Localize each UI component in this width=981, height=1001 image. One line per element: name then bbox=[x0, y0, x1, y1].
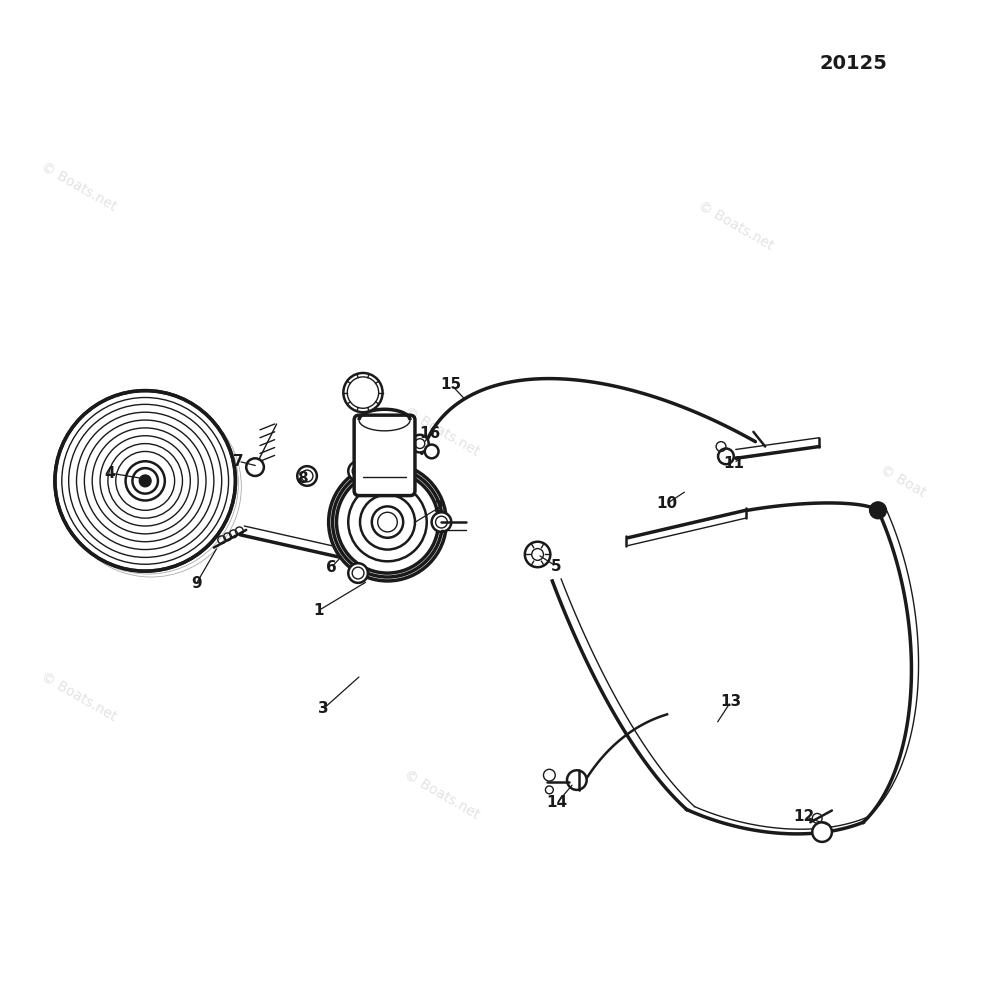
Circle shape bbox=[329, 463, 446, 581]
Text: 3: 3 bbox=[319, 701, 329, 716]
Text: 20125: 20125 bbox=[819, 54, 888, 73]
Text: 13: 13 bbox=[720, 694, 742, 709]
Text: 8: 8 bbox=[297, 471, 307, 486]
Circle shape bbox=[812, 822, 832, 842]
Text: © Boats.net: © Boats.net bbox=[38, 159, 119, 214]
Circle shape bbox=[55, 390, 235, 572]
Circle shape bbox=[372, 507, 403, 538]
Text: 14: 14 bbox=[546, 795, 568, 810]
Circle shape bbox=[343, 373, 383, 412]
Text: © Boat: © Boat bbox=[877, 462, 928, 499]
Circle shape bbox=[139, 475, 151, 486]
Circle shape bbox=[567, 771, 587, 790]
FancyBboxPatch shape bbox=[354, 415, 415, 495]
Circle shape bbox=[348, 461, 368, 480]
Text: 9: 9 bbox=[191, 577, 201, 592]
Text: © Boats.net: © Boats.net bbox=[38, 670, 119, 724]
Circle shape bbox=[432, 513, 451, 532]
Text: © Boats.net: © Boats.net bbox=[401, 768, 482, 822]
Text: © Boats.net: © Boats.net bbox=[401, 404, 482, 459]
Circle shape bbox=[525, 542, 550, 568]
Text: 6: 6 bbox=[327, 560, 336, 575]
Text: © Boats.net: © Boats.net bbox=[696, 198, 776, 253]
Text: 5: 5 bbox=[551, 559, 561, 574]
Text: 4: 4 bbox=[105, 465, 115, 480]
Circle shape bbox=[297, 466, 317, 485]
Text: 10: 10 bbox=[656, 495, 678, 511]
Circle shape bbox=[126, 461, 165, 500]
Text: 16: 16 bbox=[419, 426, 440, 441]
Circle shape bbox=[246, 458, 264, 475]
Text: 15: 15 bbox=[440, 377, 462, 392]
Text: 12: 12 bbox=[794, 809, 815, 824]
Circle shape bbox=[348, 564, 368, 583]
Circle shape bbox=[718, 448, 734, 464]
Circle shape bbox=[870, 503, 886, 519]
Text: 1: 1 bbox=[314, 603, 324, 618]
Text: 7: 7 bbox=[233, 453, 243, 468]
Circle shape bbox=[333, 467, 442, 577]
Circle shape bbox=[425, 444, 439, 458]
Text: 2: 2 bbox=[435, 499, 444, 515]
Text: 11: 11 bbox=[723, 455, 745, 470]
Circle shape bbox=[411, 434, 429, 452]
